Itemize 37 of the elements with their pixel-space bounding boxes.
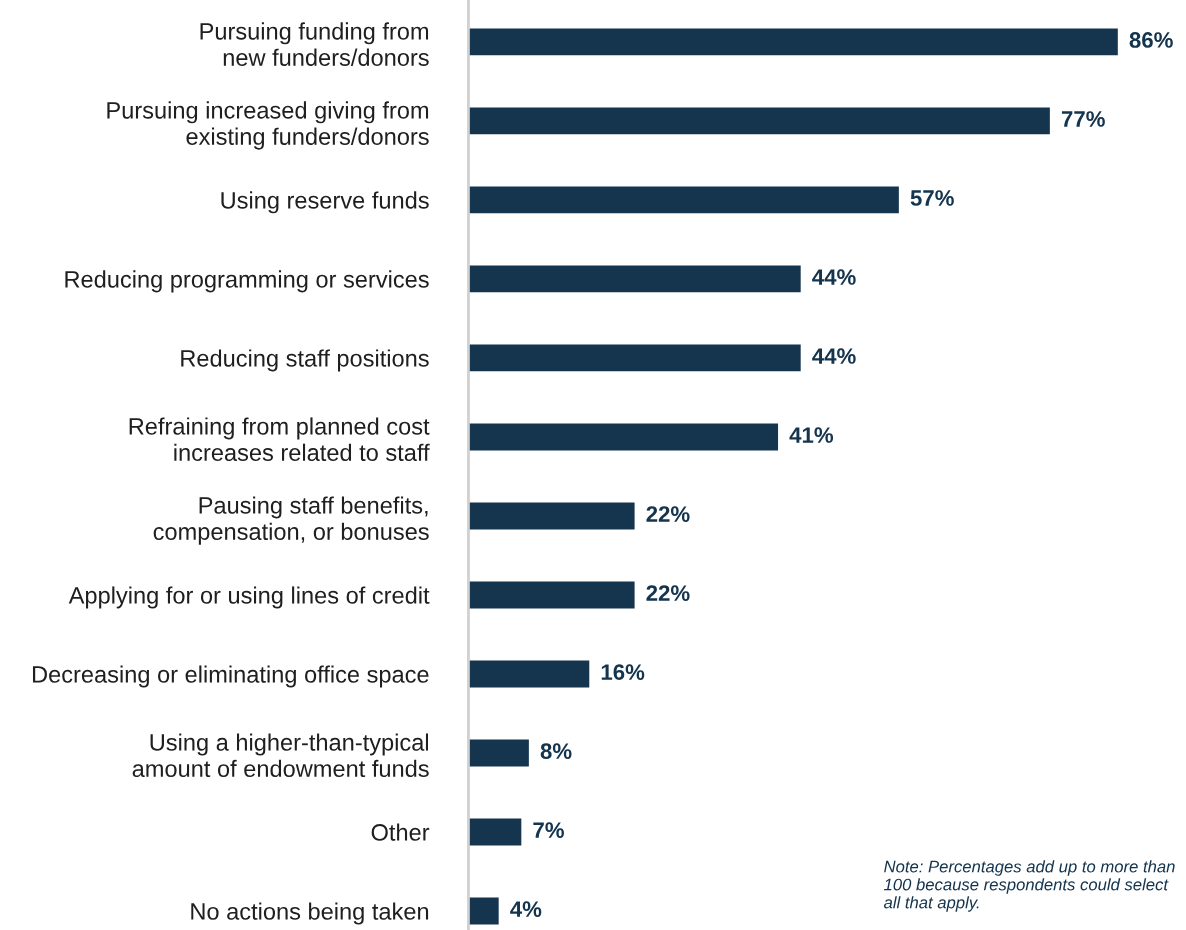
bar: [468, 107, 1050, 135]
bar: [468, 581, 635, 609]
y-tick-label: Other: [371, 823, 430, 841]
y-tick-label: No actions being taken: [191, 902, 429, 925]
y-tick-label: Applying for or using lines of credit: [68, 586, 430, 609]
y-tick-label: Pausing staff benefits, compensation, or bonuses: [153, 496, 429, 545]
data-label: 77%: [1061, 111, 1105, 127]
data-label: 57%: [910, 190, 954, 206]
bar: [468, 660, 590, 688]
y-tick-label: Refraining from planned cost increases related to staff: [129, 417, 430, 462]
data-label: 8%: [540, 743, 572, 759]
data-label: 7%: [533, 822, 564, 838]
y-tick-label: Using reserve funds: [221, 191, 429, 214]
data-label: 22%: [646, 506, 690, 522]
bar: [468, 186, 899, 214]
bar: [468, 265, 801, 293]
bar: [468, 423, 779, 451]
bar: [468, 897, 499, 925]
y-tick-label: Reducing staff positions: [181, 349, 429, 372]
data-label: 4%: [510, 901, 542, 917]
y-tick-label: Using a higher-than-typical amount of endowment funds: [132, 733, 429, 778]
bar: [468, 344, 801, 372]
bar: [468, 739, 529, 767]
data-label: 16%: [601, 664, 645, 680]
bar: [468, 28, 1118, 56]
annotation: Note: Percentages add up to more than 100 because respondents could select all that apply.: [883, 860, 1175, 912]
bar: [468, 818, 522, 846]
data-label: 44%: [812, 348, 856, 364]
data-label: 44%: [812, 269, 856, 285]
y-tick-label: Pursuing increased giving from existing funders/donors: [107, 101, 429, 150]
bar: [468, 502, 635, 530]
data-label: 86%: [1129, 32, 1173, 48]
y-tick-label: Reducing programming or services: [65, 270, 429, 293]
y-tick-label: Decreasing or eliminating office space: [32, 665, 429, 688]
y-tick-label: Pursuing funding from new funders/donors: [200, 22, 429, 66]
data-label: 41%: [789, 427, 834, 443]
data-label: 22%: [646, 585, 690, 601]
